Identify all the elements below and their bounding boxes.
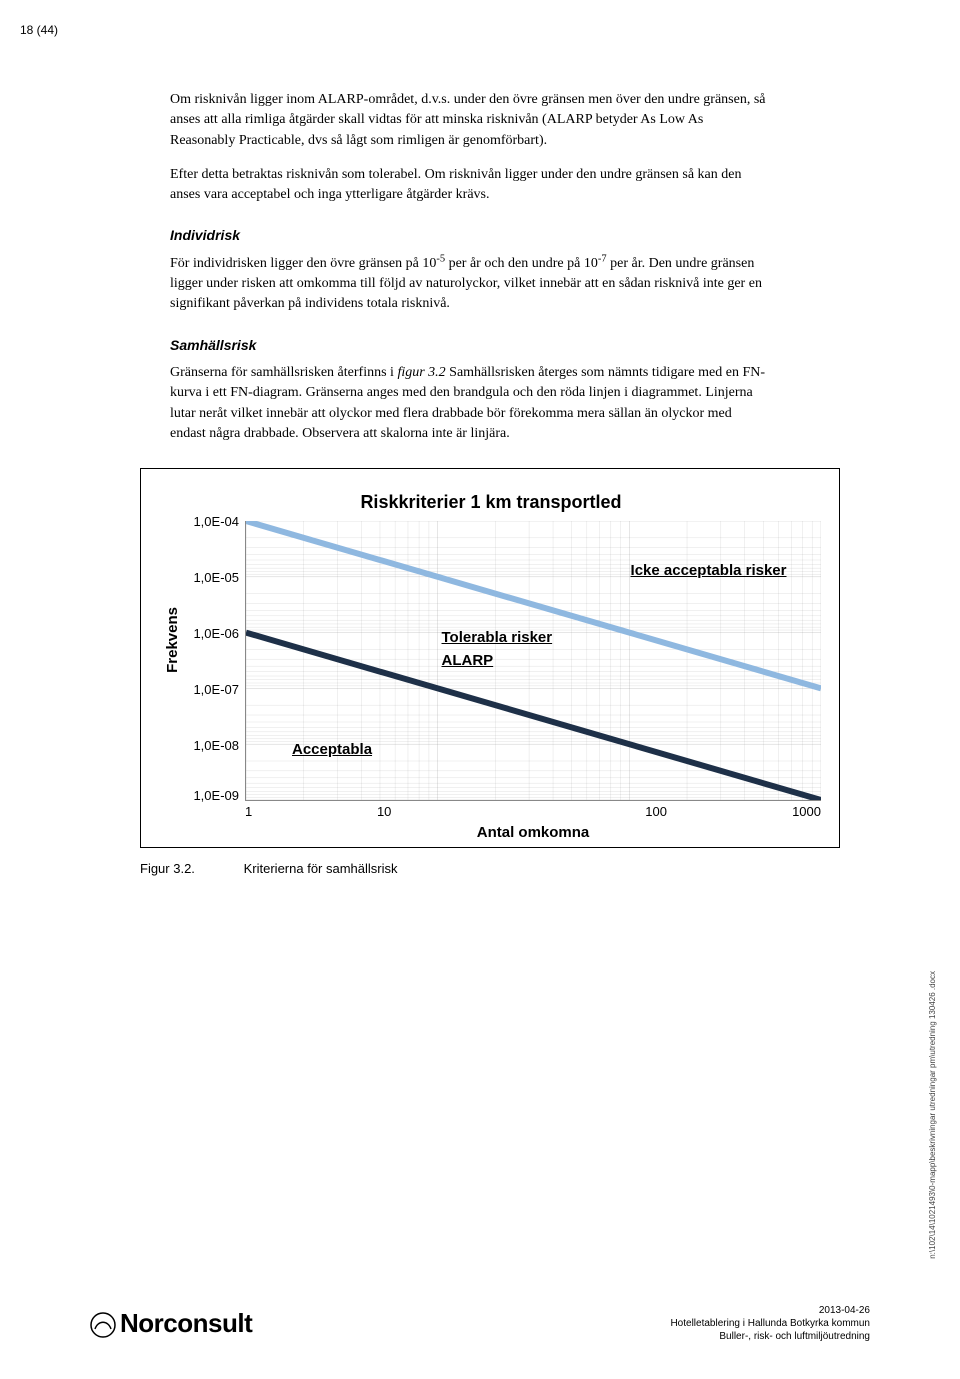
p3fig: figur 3.2 <box>397 365 445 380</box>
xtick: 10 <box>248 803 520 822</box>
logo-icon <box>90 1311 116 1337</box>
footer-right: 2013-04-26 Hotelletablering i Hallunda B… <box>670 1304 870 1343</box>
chart-anno-mid1: Tolerabla risker <box>442 627 553 649</box>
para-1a: Om risknivån ligger inom ALARP-området, … <box>170 90 770 151</box>
chart-anno-mid2: ALARP <box>442 650 494 672</box>
chart-plot-area: Icke acceptabla risker Tolerabla risker … <box>245 521 821 801</box>
exp1: -5 <box>436 253 445 264</box>
footer: Norconsult 2013-04-26 Hotelletablering i… <box>90 1304 870 1343</box>
footer-date: 2013-04-26 <box>670 1304 870 1317</box>
logo: Norconsult <box>90 1305 252 1343</box>
exp2: -7 <box>598 253 607 264</box>
chart-xticks: 1 10 100 1000 <box>245 803 821 822</box>
body-text: Om risknivån ligger inom ALARP-området, … <box>170 90 770 444</box>
xtick: 100 <box>520 803 792 822</box>
chart-anno-upper: Icke acceptabla risker <box>631 560 787 582</box>
footer-line2: Buller-, risk- och luftmiljöutredning <box>670 1330 870 1343</box>
chart-frame: Riskkriterier 1 km transportled Frekvens… <box>140 468 840 848</box>
logo-text: Norconsult <box>120 1305 252 1343</box>
heading-samhallsrisk: Samhällsrisk <box>170 335 770 355</box>
chart-anno-lower: Acceptabla <box>292 739 372 761</box>
figcap-label: Figur 3.2. <box>140 860 240 879</box>
page-number: 18 (44) <box>20 22 58 39</box>
figcap-text: Kriterierna för samhällsrisk <box>244 861 398 876</box>
para-2: För individrisken ligger den övre gränse… <box>170 254 770 315</box>
chart-ylabel: Frekvens <box>162 649 184 673</box>
figure-caption: Figur 3.2. Kriterierna för samhällsrisk <box>140 860 870 879</box>
heading-individrisk: Individrisk <box>170 225 770 245</box>
footer-line1: Hotelletablering i Hallunda Botkyrka kom… <box>670 1317 870 1330</box>
chart-xlabel: Antal omkomna <box>245 822 821 844</box>
chart-yticks: 1,0E-04 1,0E-05 1,0E-06 1,0E-07 1,0E-08 … <box>185 521 245 801</box>
p2a: För individrisken ligger den övre gränse… <box>170 256 436 271</box>
p3a: Gränserna för samhällsrisken återfinns i <box>170 365 397 380</box>
para-1b: Efter detta betraktas risknivån som tole… <box>170 165 770 206</box>
xtick: 1000 <box>792 803 821 822</box>
para-3: Gränserna för samhällsrisken återfinns i… <box>170 363 770 444</box>
chart-title: Riskkriterier 1 km transportled <box>161 489 821 515</box>
side-filepath: n:\102\14\1021493\0-mapp\beskrivningar u… <box>928 971 938 1259</box>
p2b: per år och den undre på 10 <box>445 256 598 271</box>
